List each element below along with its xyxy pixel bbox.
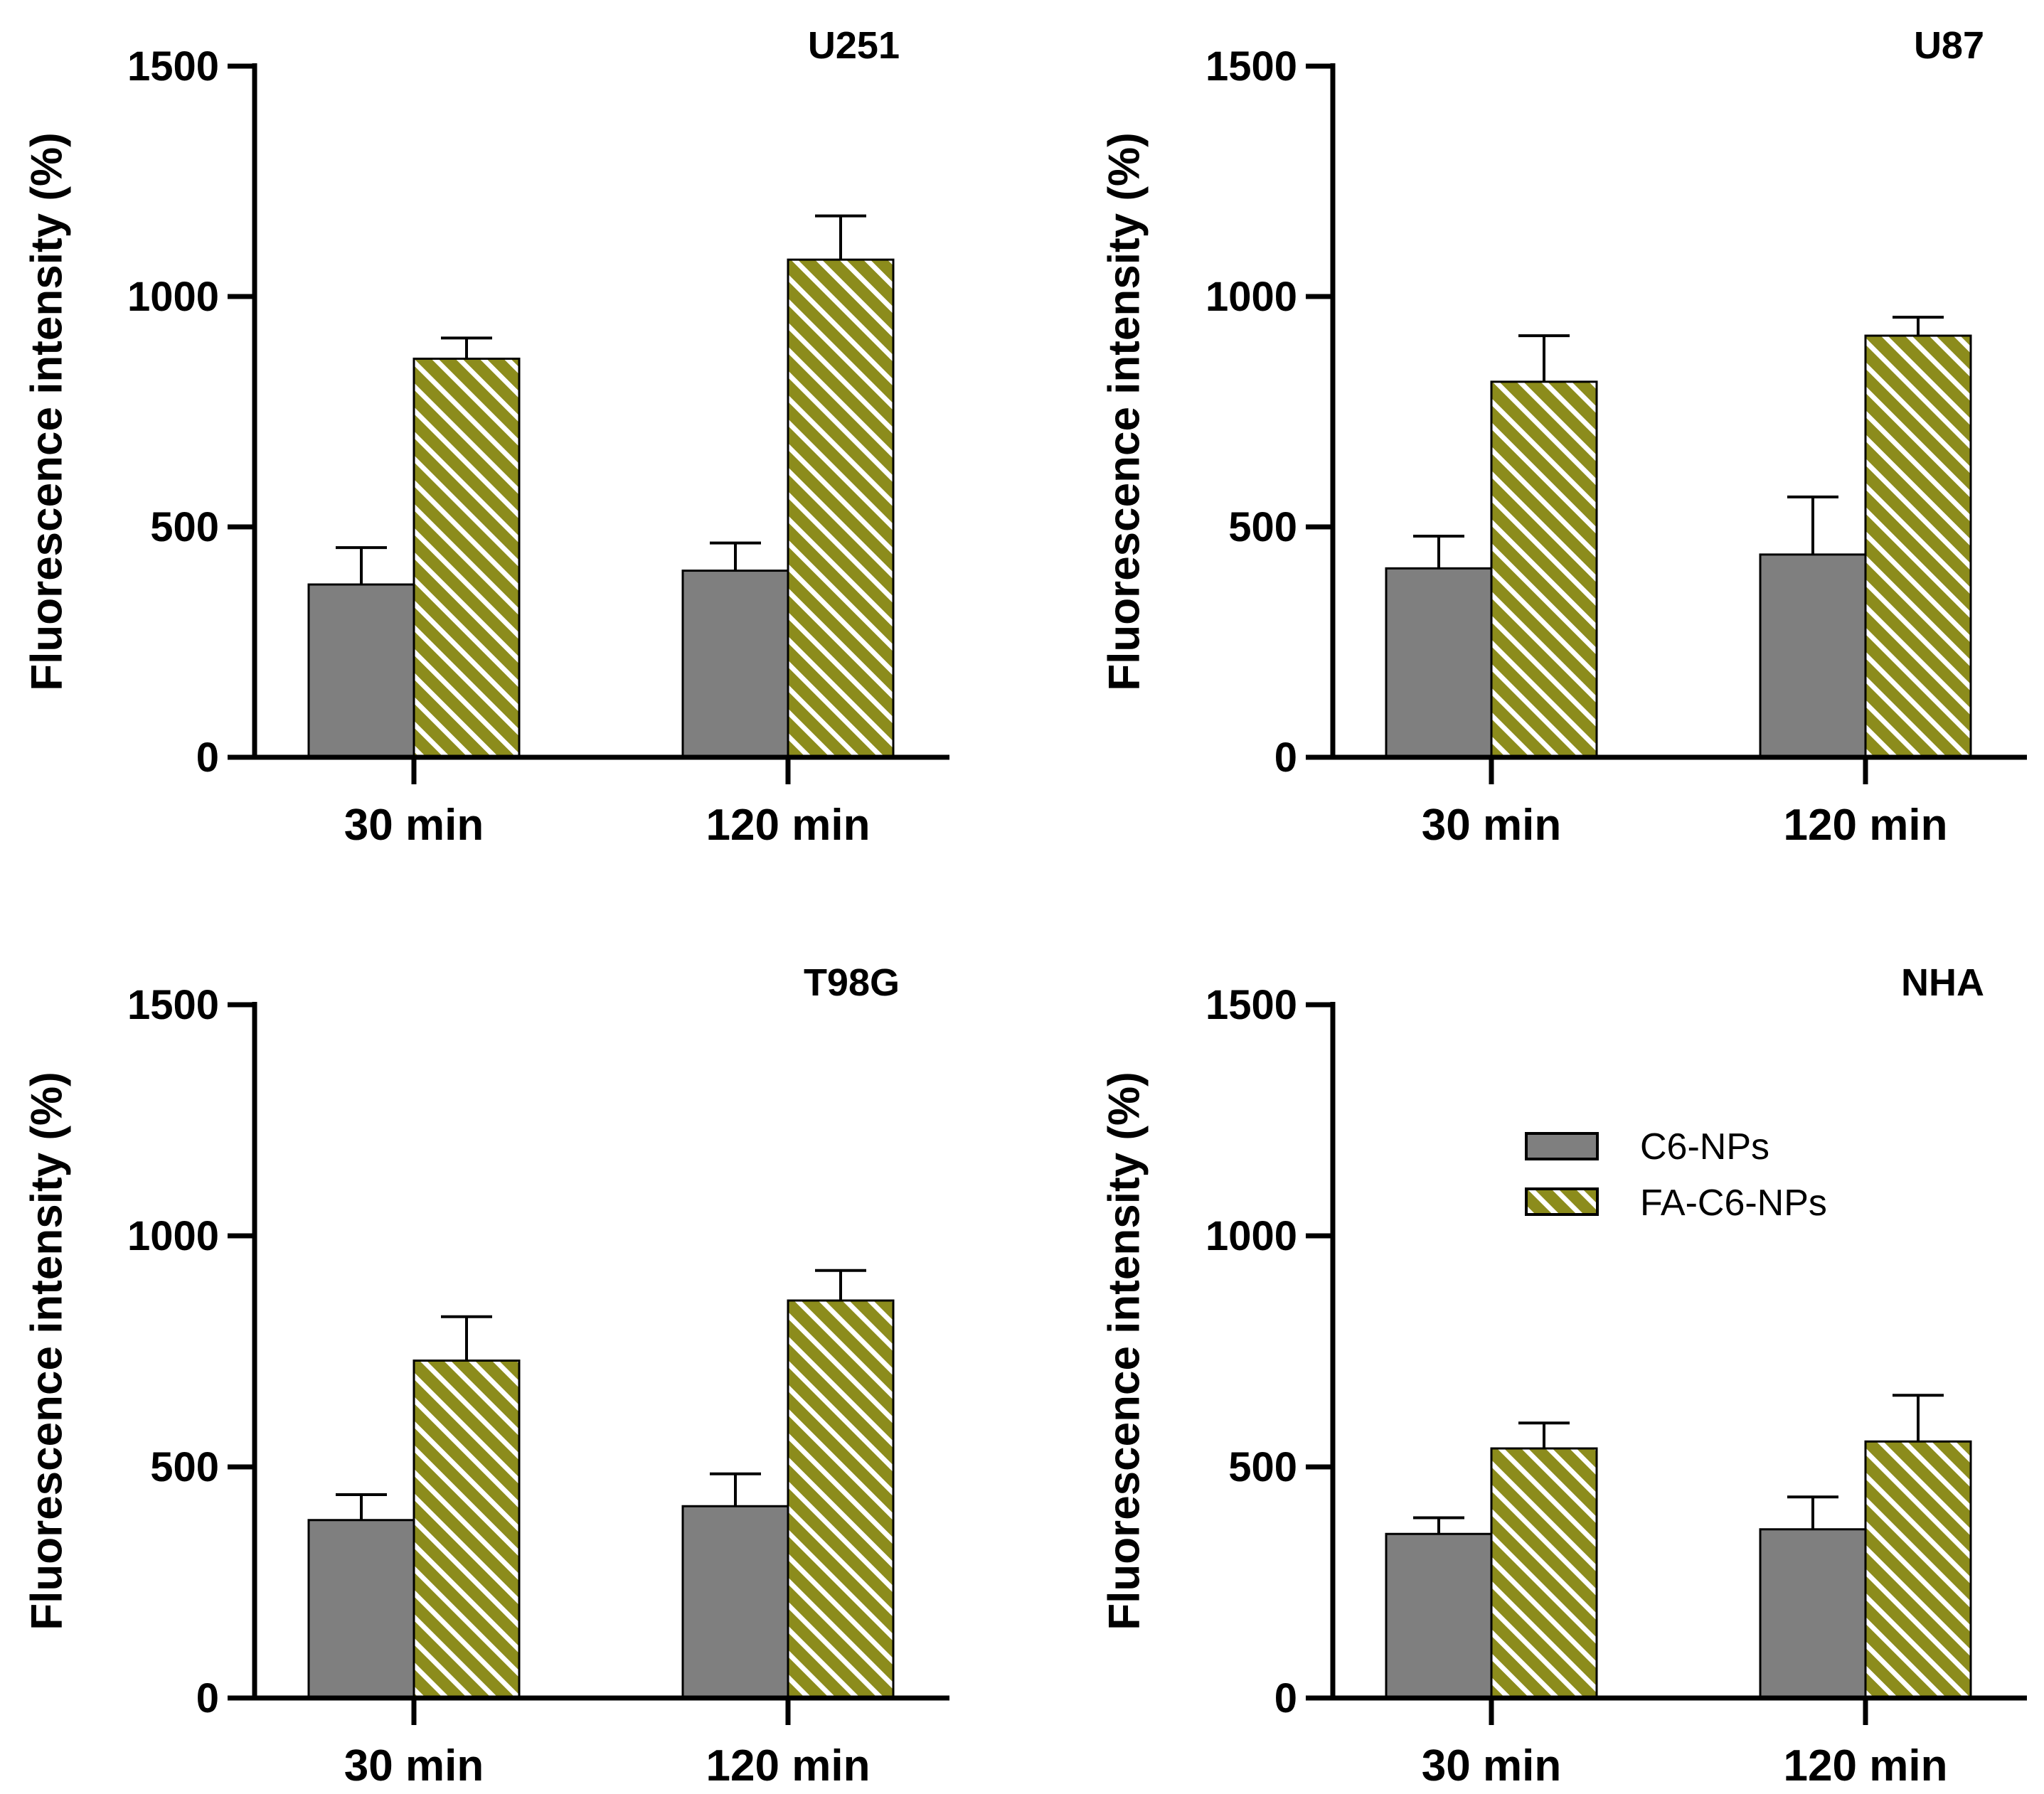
y-tick-label: 1500 [127, 43, 219, 90]
bar-c6-nps-30min [1385, 567, 1493, 759]
chart-panel-4: 0 500 1000 1500 30 min 120 min Fluorescence in… [1100, 961, 2027, 1790]
chart-panel-1: 0 500 1000 1500 30 min 120 min Fluorescence in… [22, 24, 949, 850]
bar-fa-c6-nps-120min [1864, 1440, 1972, 1699]
y-axis-label: Fluorescence intensity (%) [22, 132, 71, 691]
bar-fa-c6-nps-30min [1490, 380, 1598, 759]
y-tick-label: 500 [150, 504, 219, 550]
bar-fa-c6-nps-120min [1864, 334, 1972, 759]
panel-title: NHA [1901, 961, 1984, 1004]
x-category-label: 120 min [706, 801, 871, 850]
y-tick-label: 1000 [127, 1213, 219, 1259]
bar-c6-nps-120min [681, 1505, 789, 1699]
y-tick-label: 500 [1228, 1444, 1297, 1490]
y-tick-label: 1500 [1205, 982, 1297, 1028]
y-tick-label: 1500 [127, 982, 219, 1028]
x-category-label: 120 min [1784, 801, 1948, 850]
y-tick-label: 0 [1274, 735, 1297, 781]
x-category-label: 120 min [706, 1741, 871, 1790]
x-category-label: 120 min [1784, 1741, 1948, 1790]
legend-swatch-c6-nps [1525, 1132, 1599, 1160]
y-tick-label: 1000 [1205, 1213, 1297, 1259]
panel-title: U87 [1914, 24, 1984, 67]
bar-fa-c6-nps-30min [1490, 1447, 1598, 1699]
bar-c6-nps-120min [1759, 553, 1867, 759]
y-tick-label: 0 [196, 1675, 219, 1721]
bar-c6-nps-30min [307, 583, 415, 759]
y-axis-label: Fluorescence intensity (%) [1100, 1072, 1149, 1630]
y-tick-label: 500 [1228, 504, 1297, 550]
y-tick-label: 500 [150, 1444, 219, 1490]
bar-c6-nps-30min [307, 1519, 415, 1699]
y-tick-label: 1500 [1205, 43, 1297, 90]
x-category-label: 30 min [344, 801, 484, 850]
y-tick-label: 0 [1274, 1675, 1297, 1721]
y-tick-label: 0 [196, 735, 219, 781]
bar-c6-nps-30min [1385, 1532, 1493, 1699]
x-category-label: 30 min [344, 1741, 484, 1790]
bar-fa-c6-nps-30min [412, 357, 521, 759]
legend: C6-NPs FA-C6-NPs [1525, 1126, 1827, 1224]
chart-panel-3: 0 500 1000 1500 30 min 120 min Fluorescence in… [22, 961, 949, 1790]
panel-title: T98G [804, 961, 900, 1004]
bar-c6-nps-120min [681, 570, 789, 759]
panel-title: U251 [808, 24, 900, 67]
legend-label-c6-nps: C6-NPs [1640, 1126, 1769, 1168]
y-tick-label: 1000 [1205, 274, 1297, 320]
y-tick-label: 1000 [127, 274, 219, 320]
x-category-label: 30 min [1422, 801, 1561, 850]
bar-fa-c6-nps-30min [412, 1360, 521, 1699]
legend-label-fa-c6-nps: FA-C6-NPs [1640, 1182, 1827, 1224]
y-axis-label: Fluorescence intensity (%) [22, 1072, 71, 1630]
legend-swatch-fa-c6-nps [1525, 1187, 1599, 1216]
bar-c6-nps-120min [1759, 1528, 1867, 1699]
bar-fa-c6-nps-120min [787, 1299, 895, 1699]
chart-panel-2: 0 500 1000 1500 30 min 120 min Fluorescence in… [1100, 24, 2027, 850]
x-category-label: 30 min [1422, 1741, 1561, 1790]
bar-fa-c6-nps-120min [787, 258, 895, 759]
panels: 0 500 1000 1500 30 min 120 min Fluorescence in… [22, 24, 2027, 1790]
y-axis-label: Fluorescence intensity (%) [1100, 132, 1149, 691]
